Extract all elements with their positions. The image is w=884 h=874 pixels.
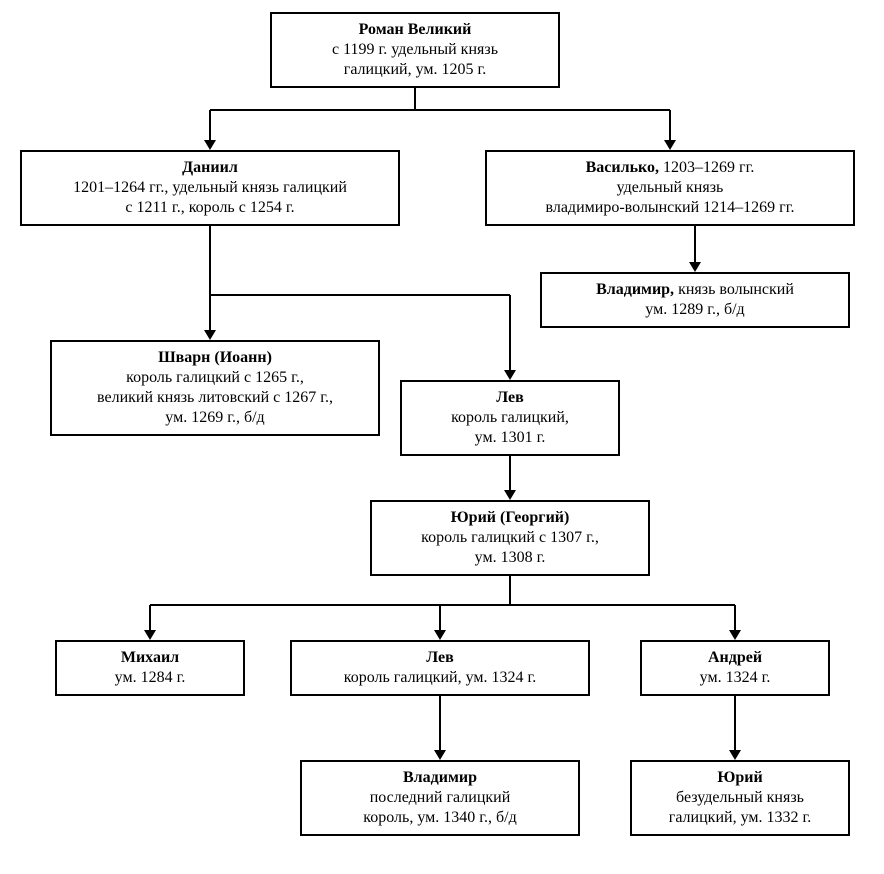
node-desc: безудельный князьгалицкий, ум. 1332 г. [669, 789, 811, 826]
node-name: Михаил [121, 649, 179, 666]
node-name: Владимир, [596, 281, 678, 298]
node-name: Шварн (Иоанн) [158, 349, 272, 366]
node-name: Роман Великий [359, 21, 472, 38]
arrow [504, 490, 516, 500]
node-name: Лев [496, 389, 524, 406]
node-desc: король галицкий,ум. 1301 г. [451, 409, 569, 446]
node-name: Василько, [586, 159, 663, 176]
node-desc: ум. 1324 г. [700, 669, 771, 686]
node-vladimir1: Владимир, князь волынский ум. 1289 г., б… [540, 272, 850, 328]
node-shvarn: Шварн (Иоанн) король галицкий с 1265 г.,… [50, 340, 380, 436]
node-name: Владимир [403, 769, 477, 786]
node-roman: Роман Великий с 1199 г. удельный князьга… [270, 12, 560, 88]
node-desc: ум. 1284 г. [115, 669, 186, 686]
node-yuri2: Юрий безудельный князьгалицкий, ум. 1332… [630, 760, 850, 836]
arrow [204, 140, 216, 150]
node-desc: последний галицкийкороль, ум. 1340 г., б… [363, 789, 516, 826]
arrow [434, 750, 446, 760]
node-desc: с 1199 г. удельный князьгалицкий, ум. 12… [332, 41, 498, 78]
node-desc-inline: 1203–1269 гг. [663, 159, 754, 176]
node-desc: король галицкий с 1265 г.,великий князь … [97, 369, 333, 426]
node-lev2: Лев король галицкий, ум. 1324 г. [290, 640, 590, 696]
node-vladimir2: Владимир последний галицкийкороль, ум. 1… [300, 760, 580, 836]
node-lev1: Лев король галицкий,ум. 1301 г. [400, 380, 620, 456]
arrow [144, 630, 156, 640]
node-andrei: Андрей ум. 1324 г. [640, 640, 830, 696]
node-desc: король галицкий, ум. 1324 г. [344, 669, 537, 686]
node-name: Юрий (Георгий) [451, 509, 570, 526]
node-name: Даниил [182, 159, 238, 176]
arrow [204, 330, 216, 340]
node-desc: удельный князьвладимиро-волынский 1214–1… [546, 179, 795, 216]
node-desc: 1201–1264 гг., удельный князь галицкийс … [73, 179, 347, 216]
node-mikhail: Михаил ум. 1284 г. [55, 640, 245, 696]
arrow [729, 750, 741, 760]
arrow [729, 630, 741, 640]
arrow [434, 630, 446, 640]
node-desc: король галицкий с 1307 г.,ум. 1308 г. [421, 529, 599, 566]
node-desc-inline: князь волынский [678, 281, 794, 298]
node-name: Юрий [717, 769, 762, 786]
node-vasilko: Василько, 1203–1269 гг. удельный князьвл… [485, 150, 855, 226]
node-name: Андрей [708, 649, 762, 666]
node-yuri1: Юрий (Георгий) король галицкий с 1307 г.… [370, 500, 650, 576]
arrow [504, 370, 516, 380]
node-name: Лев [426, 649, 454, 666]
arrow [689, 262, 701, 272]
node-daniil: Даниил 1201–1264 гг., удельный князь гал… [20, 150, 400, 226]
arrow [664, 140, 676, 150]
node-desc: ум. 1289 г., б/д [645, 301, 744, 318]
